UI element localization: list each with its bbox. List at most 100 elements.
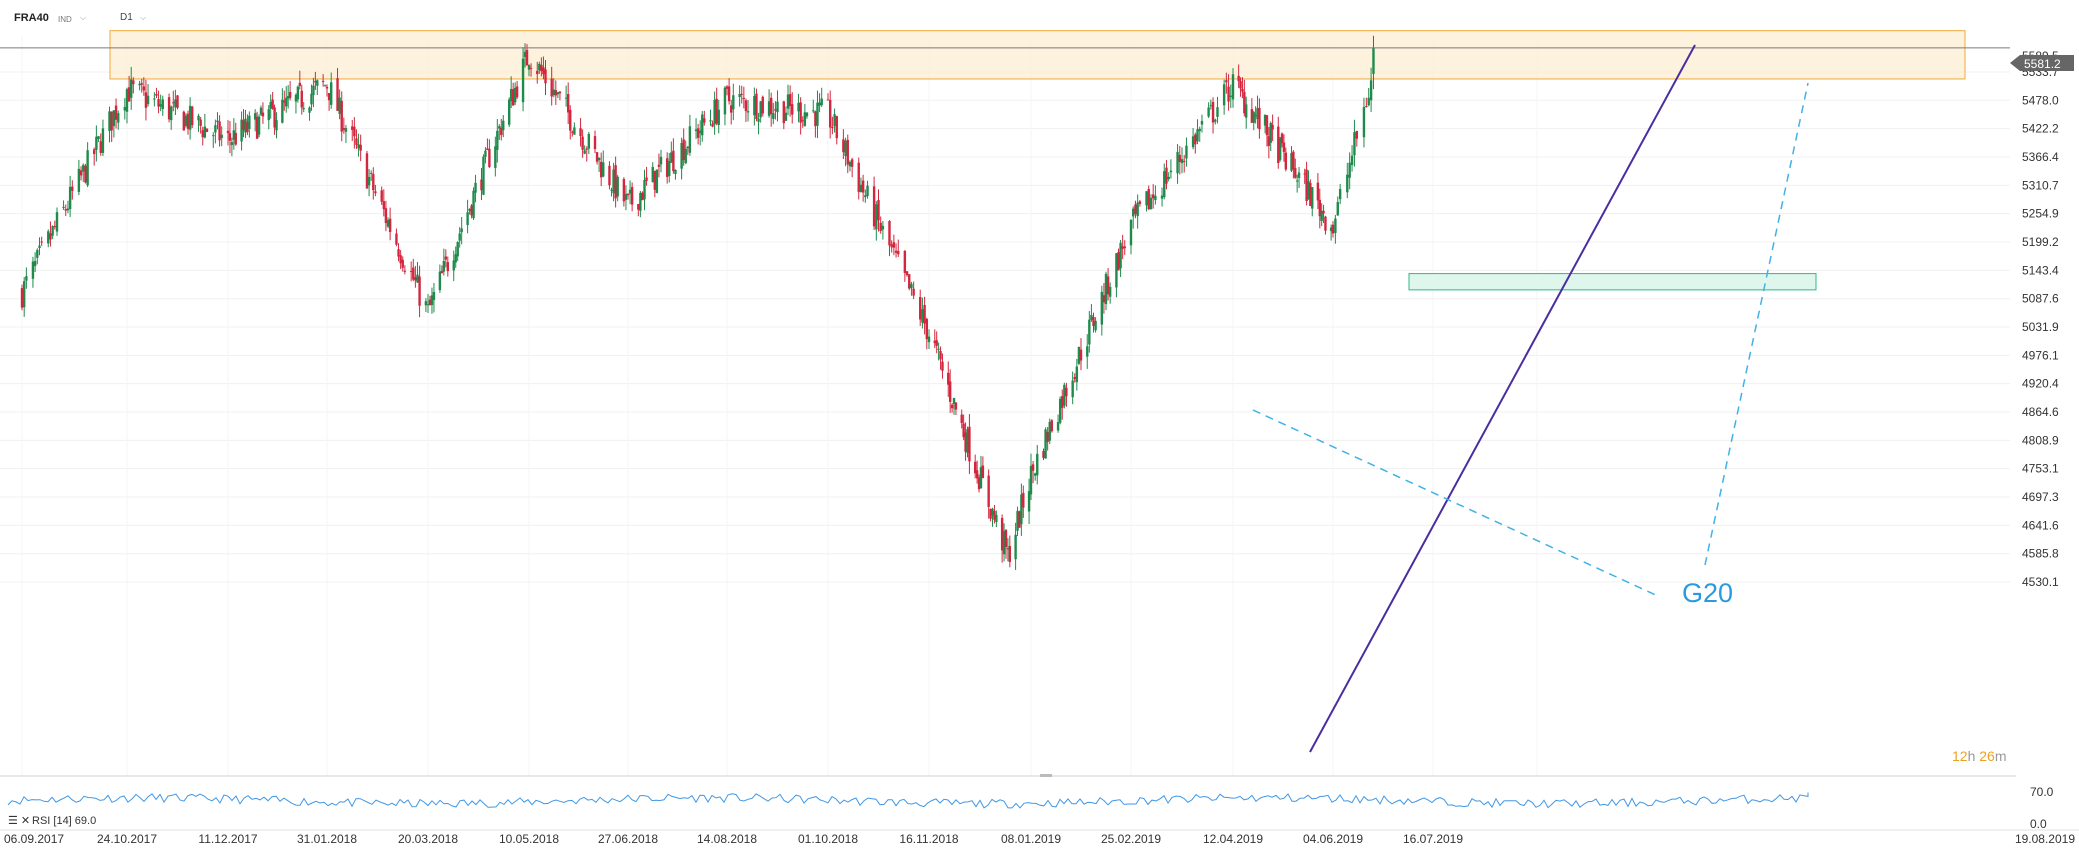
rsi-icons[interactable]: ☰ ✕	[8, 815, 30, 827]
candle-body	[1267, 136, 1271, 146]
candle-body	[950, 404, 954, 409]
candle-body	[1322, 210, 1325, 214]
candle-body	[1284, 152, 1288, 170]
candle-body	[703, 118, 706, 123]
timeframe-selector[interactable]: D1	[120, 12, 133, 23]
candle-body	[86, 150, 89, 186]
candle-body	[1316, 182, 1320, 201]
support-zone[interactable]	[1408, 273, 1817, 291]
candle-body	[1278, 137, 1282, 160]
candle-body	[1176, 151, 1179, 174]
candle-body	[167, 97, 171, 120]
candle-body	[1036, 453, 1039, 476]
candle-body	[875, 204, 878, 230]
candle-body	[92, 149, 96, 154]
candle-body	[784, 112, 788, 121]
candle-body	[1071, 380, 1074, 398]
candle-body	[62, 206, 65, 208]
candle-body	[426, 304, 430, 306]
candle-body	[608, 165, 611, 186]
candle-body	[637, 203, 640, 210]
candle-body	[947, 372, 950, 385]
candle-body	[1365, 105, 1368, 108]
dashed-uptrend-line[interactable]	[1704, 82, 1809, 566]
candle-body	[267, 109, 270, 121]
candle-body	[628, 189, 632, 194]
candle-body	[803, 112, 807, 126]
candle-body	[1353, 132, 1356, 156]
candle-body	[53, 226, 57, 228]
candle-body	[486, 148, 489, 151]
candle-body	[228, 133, 232, 141]
candle-body	[672, 150, 675, 172]
candle-body	[776, 101, 779, 113]
candle-body	[1263, 114, 1267, 126]
candle-body	[670, 152, 673, 163]
candle-body	[643, 179, 646, 200]
chart-toolbar: FRA40 IND ⌵ D1 ⌵	[0, 0, 2079, 40]
candle-body	[1151, 194, 1155, 199]
candle-body	[197, 115, 200, 121]
candle-body	[1046, 431, 1049, 442]
candle-body	[919, 297, 922, 320]
candle-body	[1303, 173, 1306, 175]
candle-body	[1002, 531, 1006, 555]
candle-body	[698, 130, 702, 134]
chevron-down-icon[interactable]: ⌵	[140, 13, 147, 22]
candle-body	[641, 192, 644, 201]
dashed-downtrend-line[interactable]	[1252, 409, 1661, 598]
candle-body	[482, 156, 485, 195]
candle-body	[286, 96, 290, 99]
date-tick-label: 24.10.2017	[97, 832, 157, 846]
candle-body	[614, 165, 617, 199]
resistance-zone[interactable]	[109, 30, 1966, 80]
chevron-down-icon[interactable]: ⌵	[80, 13, 87, 22]
candle-body	[975, 470, 979, 479]
candle-body	[890, 244, 893, 248]
candle-body	[259, 107, 263, 115]
candle-body	[1320, 210, 1323, 221]
candle-body	[176, 95, 179, 108]
candle-body	[571, 131, 574, 133]
candle-body	[1048, 421, 1051, 441]
uptrend-line[interactable]	[1309, 44, 1696, 753]
candle-body	[300, 90, 303, 108]
candle-body	[791, 104, 794, 115]
candle-body	[1307, 181, 1310, 200]
candle-body	[218, 121, 221, 141]
candle-body	[424, 301, 428, 306]
candle-body	[772, 113, 775, 119]
candle-body	[153, 98, 156, 100]
price-tick-label: 5087.6	[2022, 292, 2059, 306]
candle-body	[977, 477, 981, 490]
candle-body	[665, 158, 669, 177]
rsi-line	[7, 792, 1809, 809]
candle-body	[581, 136, 584, 150]
candle-body	[155, 93, 158, 96]
candle-body	[1334, 218, 1337, 233]
candle-body	[966, 429, 969, 453]
candle-body	[1119, 242, 1122, 269]
candle-body	[416, 274, 419, 283]
candle-body	[1044, 429, 1047, 459]
candle-body	[805, 112, 809, 117]
candle-body	[761, 96, 764, 114]
candle-body	[1277, 126, 1280, 164]
price-axis: 5533.75478.05422.25366.45310.75254.95199…	[2022, 65, 2059, 589]
candle-body	[1362, 107, 1366, 138]
last-price-value: 5581.2	[2024, 57, 2061, 71]
panel-resize-handle[interactable]	[1040, 774, 1052, 777]
candle-body	[1147, 188, 1150, 210]
candle-body	[1050, 420, 1054, 432]
candle-body	[157, 99, 160, 107]
candle-body	[161, 99, 164, 110]
candle-body	[1243, 91, 1246, 114]
timer-hours: 12	[1952, 748, 1968, 764]
candle-body	[732, 95, 735, 110]
candle-body	[325, 86, 329, 89]
candle-body	[1256, 108, 1259, 120]
symbol-label[interactable]: FRA40	[14, 12, 49, 24]
candle-body	[1269, 122, 1272, 143]
candle-body	[788, 94, 792, 107]
